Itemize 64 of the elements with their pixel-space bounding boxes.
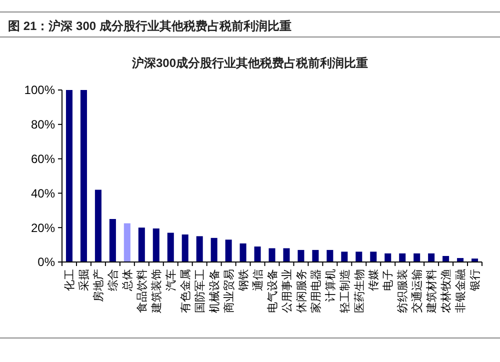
y-tick-label: 60% xyxy=(30,152,56,166)
bar xyxy=(225,240,232,262)
x-tick-label: 公用事业 xyxy=(280,269,294,313)
bar xyxy=(399,253,406,262)
x-tick-label: 机械设备 xyxy=(208,269,221,313)
bar xyxy=(341,252,348,262)
x-tick-label: 综合 xyxy=(106,269,120,291)
bar xyxy=(442,256,450,262)
bar xyxy=(268,248,276,262)
x-tick-label: 纺织服装 xyxy=(396,269,410,313)
x-tick-label: 房地产 xyxy=(92,269,106,302)
x-tick-label: 通信 xyxy=(251,269,264,291)
x-tick-label: 非银金融 xyxy=(454,269,468,313)
x-tick-label: 国防军工 xyxy=(193,269,206,313)
bar xyxy=(66,90,72,262)
chart-title: 图 21：沪深 300 成分股行业其他税费占税前利润比重 xyxy=(8,19,292,33)
x-tick-label: 传媒 xyxy=(368,269,380,291)
bar xyxy=(80,90,87,262)
bar xyxy=(152,228,160,262)
bar xyxy=(384,253,392,262)
y-tick-label: 0% xyxy=(38,255,56,270)
bar xyxy=(370,252,377,262)
bar xyxy=(196,236,203,262)
x-tick-label: 汽车 xyxy=(164,269,178,291)
x-tick-label: 医药生物 xyxy=(352,269,366,313)
x-tick-label: 交通运输 xyxy=(410,269,424,313)
x-tick-label: 银行 xyxy=(470,269,482,292)
bar xyxy=(326,250,334,262)
x-tick-label: 食品饮料 xyxy=(136,269,149,313)
bar xyxy=(428,253,435,262)
y-tick-label: 20% xyxy=(30,220,56,235)
x-tick-label: 商业贸易 xyxy=(222,269,236,313)
y-tick-label: 100% xyxy=(24,83,56,98)
bar xyxy=(94,190,102,262)
y-tick-label: 40% xyxy=(30,186,56,200)
bar xyxy=(138,228,145,262)
x-tick-label: 钢铁 xyxy=(238,269,250,292)
bar xyxy=(414,253,420,262)
bar xyxy=(298,250,304,262)
x-tick-label: 计算机 xyxy=(324,269,337,302)
bar xyxy=(124,223,130,262)
bar xyxy=(210,238,218,262)
x-tick-label: 家用电器 xyxy=(309,269,322,313)
bar xyxy=(182,234,188,262)
x-tick-label: 建筑材料 xyxy=(425,269,438,314)
bar xyxy=(254,246,261,262)
x-tick-label: 电子 xyxy=(382,269,395,291)
chart-subtitle: 沪深300成分股行业其他税费占税前利润比重 xyxy=(130,56,368,70)
x-tick-label: 轻工制造 xyxy=(338,269,352,313)
x-tick-label: 电气设备 xyxy=(266,269,279,313)
bar xyxy=(109,219,116,262)
bar xyxy=(312,250,319,262)
x-tick-label: 采掘 xyxy=(78,269,91,291)
bar xyxy=(356,252,362,262)
y-tick-label: 80% xyxy=(30,118,56,132)
bar xyxy=(283,248,290,262)
x-tick-label: 总体 xyxy=(121,269,134,292)
x-tick-label: 有色金属 xyxy=(180,269,192,313)
x-tick-label: 化工 xyxy=(64,269,76,291)
x-tick-label: 休闲服务 xyxy=(296,269,308,313)
x-tick-label: 农林牧渔 xyxy=(440,269,453,313)
x-tick-label: 建筑装饰 xyxy=(150,269,163,314)
bar xyxy=(167,232,174,262)
bar xyxy=(240,243,246,262)
